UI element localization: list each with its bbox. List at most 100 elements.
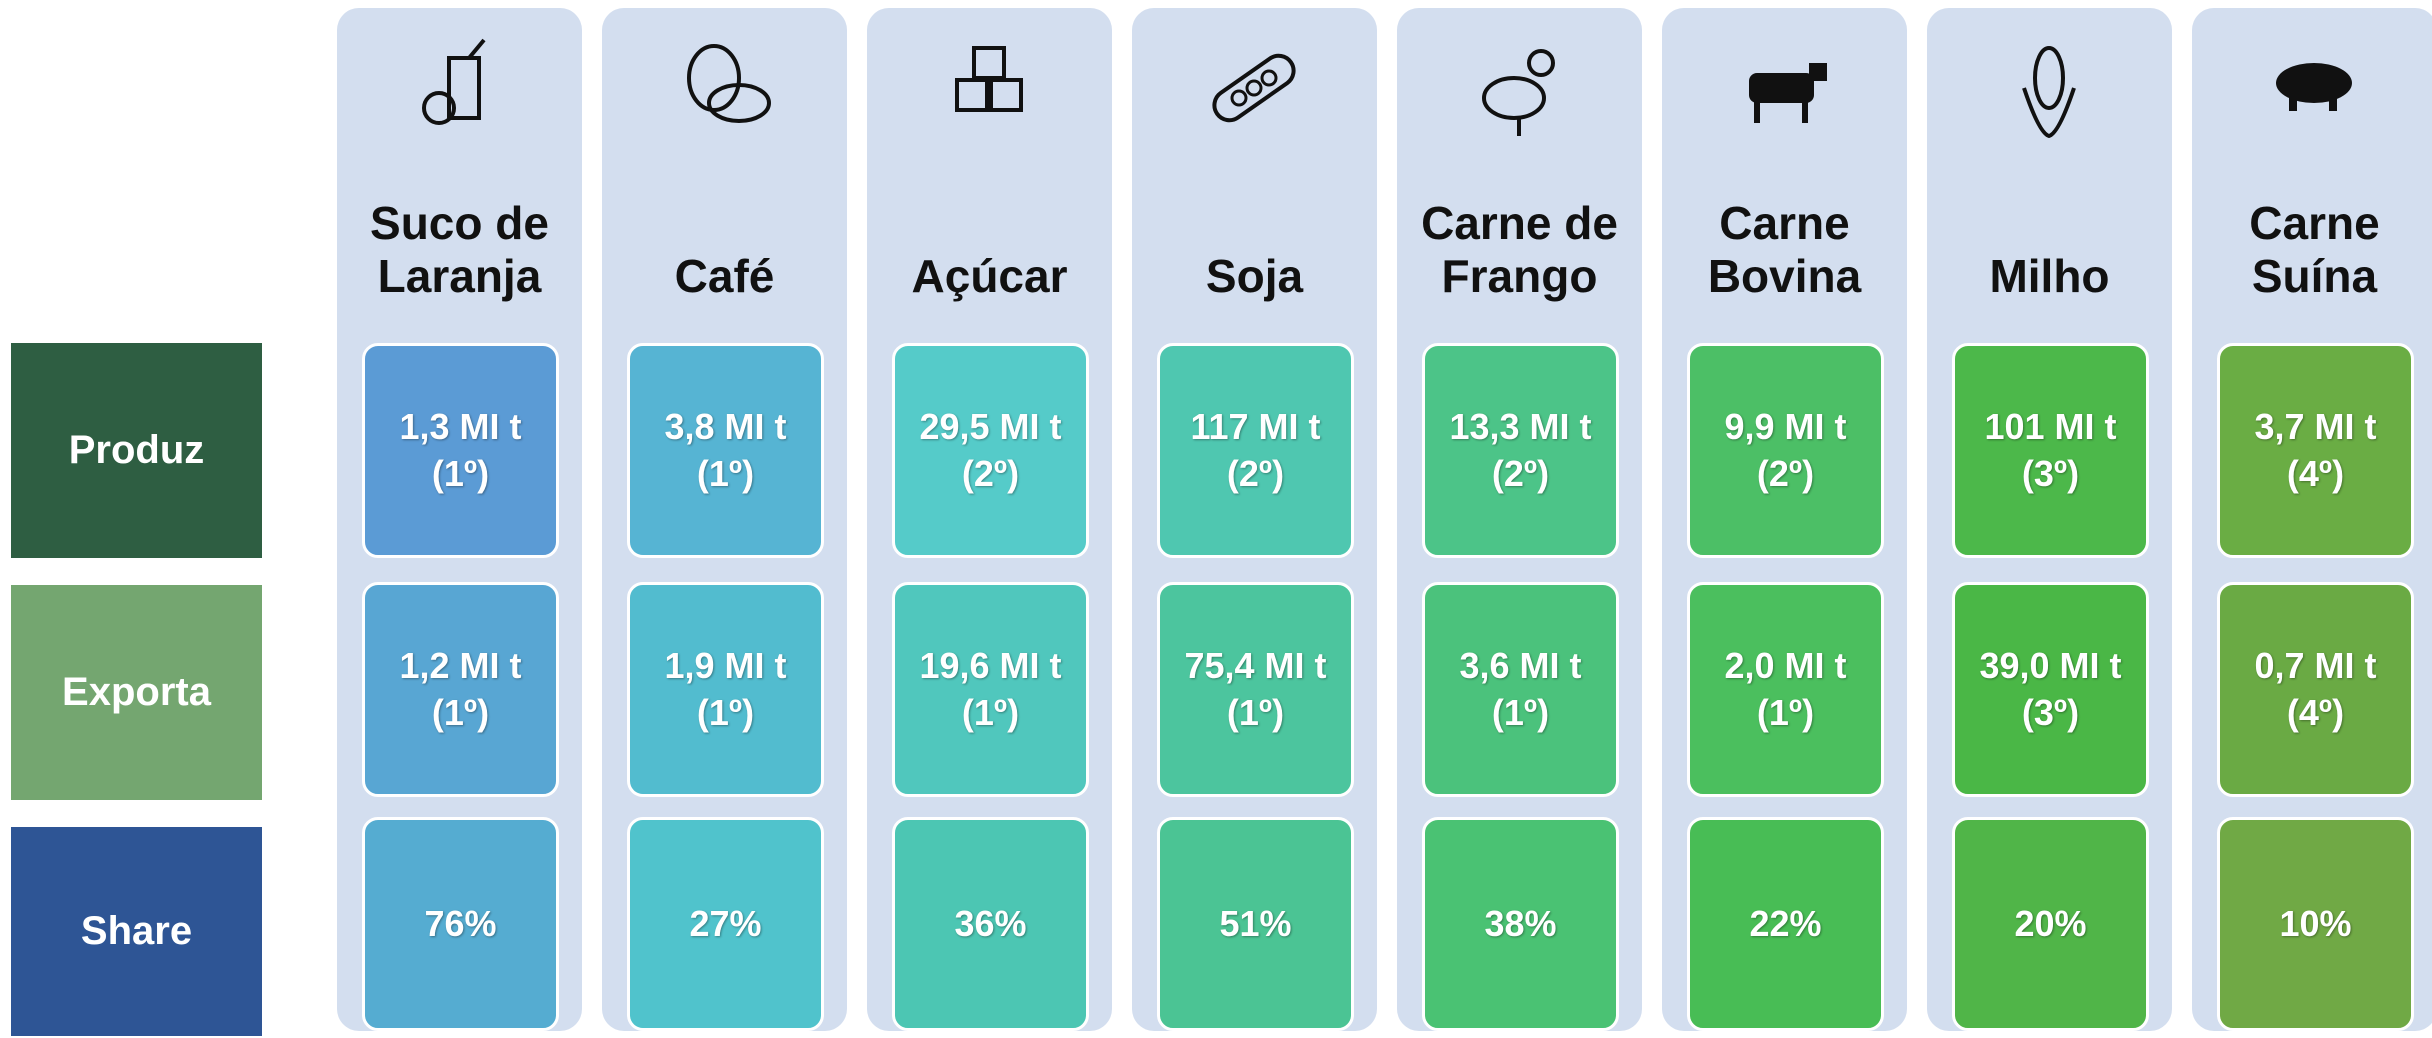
value-cell: 76% [362, 817, 559, 1031]
volume-value: 117 MI t [1190, 405, 1321, 447]
product-name-text: Café [674, 250, 775, 303]
volume-value: 1,2 MI t [399, 644, 522, 686]
value-cell: 75,4 MI t (1º) [1157, 582, 1354, 797]
share-value: 36% [954, 902, 1027, 944]
volume-value: 3,8 MI t [664, 405, 787, 447]
rank-value: (1º) [961, 691, 1020, 733]
value-cell: 3,6 MI t (1º) [1422, 582, 1619, 797]
column-panel: Milho 101 MI t (3º) 39,0 MI t (3º) 20% [1927, 8, 2172, 1031]
product-icon [422, 38, 486, 125]
value-cell: 1,3 MI t (1º) [362, 343, 559, 558]
rank-value: (1º) [431, 691, 490, 733]
value-cell: 10% [2217, 817, 2414, 1031]
rank-value: (4º) [2286, 691, 2345, 733]
column-panel: Soja 117 MI t (2º) 75,4 MI t (1º) 51% [1132, 8, 1377, 1031]
product-icon [955, 46, 1023, 112]
product-name-text: Carne Bovina [1707, 197, 1862, 303]
value-cell: 51% [1157, 817, 1354, 1031]
column-panel: Açúcar 29,5 MI t (2º) 19,6 MI t (1º) 36% [867, 8, 1112, 1031]
rank-value: (1º) [1756, 691, 1815, 733]
share-value: 51% [1219, 902, 1292, 944]
column-panel: Suco de Laranja 1,3 MI t (1º) 1,2 MI t (1º) 7… [337, 8, 582, 1031]
product-icon [1212, 53, 1296, 123]
share-value: 22% [1749, 902, 1822, 944]
product-name-text: Carne de Frango [1421, 197, 1618, 303]
column-panel: Café 3,8 MI t (1º) 1,9 MI t (1º) 27% [602, 8, 847, 1031]
product-name-text: Açúcar [911, 250, 1068, 303]
product-name-text: Soja [1205, 250, 1304, 303]
value-cell: 1,2 MI t (1º) [362, 582, 559, 797]
volume-value: 1,3 MI t [399, 405, 522, 447]
value-cell: 13,3 MI t (2º) [1422, 343, 1619, 558]
rank-value: (1º) [696, 452, 755, 494]
product-name: Milho [1927, 158, 2172, 303]
product-name: Açúcar [867, 158, 1112, 303]
volume-value: 3,7 MI t [2254, 405, 2377, 447]
value-cell: 36% [892, 817, 1089, 1031]
volume-value: 2,0 MI t [1724, 644, 1847, 686]
row-label-text: Exporta [62, 670, 211, 714]
rank-value: (3º) [2021, 452, 2080, 494]
product-name: Suco de Laranja [337, 158, 582, 303]
rank-value: (1º) [431, 452, 490, 494]
product-name-text: Carne Suína [2249, 197, 2380, 303]
share-value: 76% [424, 902, 497, 944]
value-cell: 38% [1422, 817, 1619, 1031]
product-name: Carne de Frango [1397, 158, 1642, 303]
row-label-text: Produz [68, 428, 205, 472]
volume-value: 101 MI t [1984, 405, 2117, 447]
rank-value: (4º) [2286, 452, 2345, 494]
value-cell: 3,7 MI t (4º) [2217, 343, 2414, 558]
row-label: Produz [11, 343, 262, 558]
rank-value: (2º) [1756, 452, 1815, 494]
value-cell: 39,0 MI t (3º) [1952, 582, 2149, 797]
product-name: Soja [1132, 158, 1377, 303]
rank-value: (1º) [1226, 691, 1285, 733]
volume-value: 13,3 MI t [1449, 405, 1592, 447]
value-cell: 117 MI t (2º) [1157, 343, 1354, 558]
value-cell: 19,6 MI t (1º) [892, 582, 1089, 797]
row-label: Share [11, 827, 262, 1036]
volume-value: 39,0 MI t [1979, 644, 2122, 686]
rank-value: (1º) [696, 691, 755, 733]
volume-value: 0,7 MI t [2254, 644, 2377, 686]
product-name: Carne Bovina [1662, 158, 1907, 303]
value-cell: 0,7 MI t (4º) [2217, 582, 2414, 797]
share-value: 27% [689, 902, 762, 944]
product-name-text: Suco de Laranja [370, 197, 549, 303]
value-cell: 3,8 MI t (1º) [627, 343, 824, 558]
volume-value: 3,6 MI t [1459, 644, 1582, 686]
volume-value: 1,9 MI t [664, 644, 787, 686]
share-value: 20% [2014, 902, 2087, 944]
rank-value: (1º) [1491, 691, 1550, 733]
column-panel: Carne Bovina 9,9 MI t (2º) 2,0 MI t (1º) 22% [1662, 8, 1907, 1031]
value-cell: 27% [627, 817, 824, 1031]
rank-value: (2º) [1226, 452, 1285, 494]
value-cell: 9,9 MI t (2º) [1687, 343, 1884, 558]
share-value: 10% [2279, 902, 2352, 944]
value-cell: 29,5 MI t (2º) [892, 343, 1089, 558]
volume-value: 9,9 MI t [1724, 405, 1847, 447]
rank-value: (3º) [2021, 691, 2080, 733]
product-icon [687, 44, 771, 123]
product-icon [2022, 46, 2076, 138]
column-panel: Carne Suína 3,7 MI t (4º) 0,7 MI t (4º) 10% [2192, 8, 2432, 1031]
value-cell: 2,0 MI t (1º) [1687, 582, 1884, 797]
volume-value: 75,4 MI t [1184, 644, 1327, 686]
product-name: Café [602, 158, 847, 303]
value-cell: 101 MI t (3º) [1952, 343, 2149, 558]
column-panel: Carne de Frango 13,3 MI t (2º) 3,6 MI t (1º)… [1397, 8, 1642, 1031]
value-cell: 22% [1687, 817, 1884, 1031]
rank-value: (2º) [961, 452, 1020, 494]
product-name-text: Milho [1989, 250, 2110, 303]
product-icon [1482, 49, 1555, 136]
value-cell: 20% [1952, 817, 2149, 1031]
volume-value: 29,5 MI t [919, 405, 1062, 447]
product-name: Carne Suína [2192, 158, 2432, 303]
product-icon [2276, 63, 2352, 111]
value-cell: 1,9 MI t (1º) [627, 582, 824, 797]
share-value: 38% [1484, 902, 1557, 944]
product-icon [1749, 63, 1827, 123]
volume-value: 19,6 MI t [919, 644, 1062, 686]
